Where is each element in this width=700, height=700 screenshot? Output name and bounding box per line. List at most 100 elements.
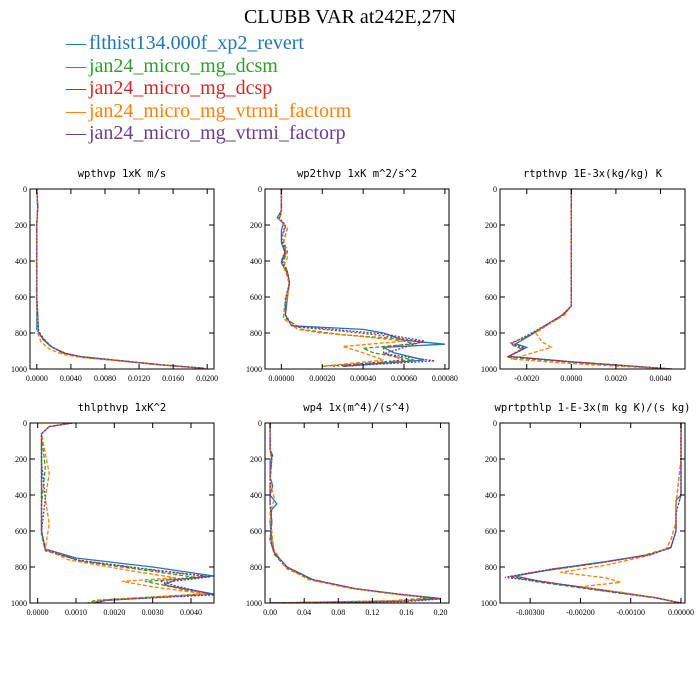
x-tick-label: -0.0020 — [514, 374, 539, 383]
y-tick-label: 200 — [15, 455, 27, 464]
y-tick-label: 0 — [493, 419, 497, 428]
plot-frame — [29, 188, 215, 370]
legend-dash-icon: — — [66, 122, 86, 144]
series-line-2 — [269, 423, 433, 603]
y-tick-label: 400 — [15, 257, 27, 266]
series-line-2 — [278, 189, 415, 367]
series-line-5 — [269, 423, 441, 603]
legend-item-3: — jan24_micro_mg_dcsp — [66, 77, 351, 100]
y-tick-label: 200 — [485, 455, 497, 464]
legend-dash-icon: — — [66, 32, 86, 54]
x-tick-label: 0.0000 — [27, 608, 49, 617]
x-tick-label: 0.00060 — [391, 374, 417, 383]
figure-title: CLUBB VAR at242E,27N — [243, 6, 457, 28]
legend-label: flthist134.000f_xp2_revert — [89, 32, 304, 54]
series-line-4 — [560, 423, 682, 603]
x-tick-label: 0.0000 — [560, 374, 582, 383]
y-tick-label: 200 — [15, 221, 27, 230]
series-line-3 — [36, 189, 204, 369]
legend-label: jan24_micro_mg_vtrmi_factorm — [89, 99, 352, 122]
x-tick-label: 0.20 — [433, 608, 447, 617]
series-line-2 — [504, 189, 672, 369]
legend-item-1: — flthist134.000f_xp2_revert — [66, 32, 351, 55]
x-tick-label: 0.0000 — [26, 374, 48, 383]
plot-frame — [264, 188, 450, 370]
x-tick-label: 0.08 — [331, 608, 345, 617]
plot-frame — [29, 422, 215, 604]
series-line-3 — [506, 189, 672, 369]
panel-title: wpthvp 1xK m/s — [78, 168, 167, 180]
y-tick-label: 200 — [250, 455, 262, 464]
chart-panel-4: thlpthvp 1xK^2 0.0000 0.0010 0.0020 0.0030 0.… — [11, 402, 215, 617]
series-line-5 — [278, 189, 435, 367]
plot-frame — [499, 422, 686, 604]
y-tick-label: 0 — [23, 185, 27, 194]
x-tick-label: 0.0160 — [162, 374, 184, 383]
legend-item-2: — jan24_micro_mg_dcsm — [66, 55, 351, 78]
y-tick-label: 400 — [485, 491, 497, 500]
y-tick-label: 800 — [15, 563, 27, 572]
chart-panel-2: wp2thvp 1xK m^2/s^2 0.00000 0.00020 0.00040… — [246, 168, 458, 383]
x-tick-label: 0.0020 — [103, 608, 125, 617]
y-tick-label: 600 — [15, 293, 27, 302]
x-tick-label: 0.0200 — [196, 374, 218, 383]
panel-title: wp4 1x(m^4)/(s^4) — [303, 402, 410, 414]
chart-panel-3: rtpthvp 1E-3x(kg/kg) K -0.0020 0.0000 0.002… — [481, 168, 686, 383]
y-tick-label: 600 — [15, 527, 27, 536]
y-tick-label: 800 — [485, 563, 497, 572]
series-line-5 — [36, 189, 205, 369]
x-tick-label: 0.00080 — [432, 374, 458, 383]
y-tick-label: 200 — [485, 221, 497, 230]
x-tick-label: 0.00000 — [268, 374, 294, 383]
x-tick-label: 0.0030 — [142, 608, 164, 617]
plot-frame — [264, 422, 450, 604]
y-tick-label: 0 — [258, 419, 262, 428]
y-tick-label: 600 — [485, 527, 497, 536]
legend-label: jan24_micro_mg_dcsp — [89, 77, 273, 99]
series-line-3 — [40, 423, 211, 603]
series-line-5 — [504, 423, 682, 603]
y-tick-label: 800 — [485, 329, 497, 338]
x-tick-label: 0.00000 — [668, 608, 694, 617]
y-tick-label: 400 — [250, 491, 262, 500]
x-tick-label: -0.00100 — [616, 608, 645, 617]
series-line-4 — [36, 189, 203, 369]
y-tick-label: 200 — [250, 221, 262, 230]
series-line-1 — [506, 189, 672, 369]
y-tick-label: 0 — [258, 185, 262, 194]
y-tick-label: 600 — [250, 293, 262, 302]
series-line-5 — [506, 189, 672, 369]
panel-title: rtpthvp 1E-3x(kg/kg) K — [523, 168, 663, 180]
legend-item-4: — jan24_micro_mg_vtrmi_factorm — [66, 100, 351, 123]
x-tick-label: 0.0040 — [60, 374, 82, 383]
y-tick-label: 800 — [15, 329, 27, 338]
panel-title: wprtpthlp 1-E-3x(m kg K)/(s kg) — [495, 402, 691, 414]
x-tick-label: 0.00 — [263, 608, 277, 617]
legend-item-5: — jan24_micro_mg_vtrmi_factorp — [66, 122, 351, 145]
series-line-5 — [40, 423, 214, 603]
legend-dash-icon: — — [66, 99, 86, 122]
y-tick-label: 0 — [493, 185, 497, 194]
x-tick-label: -0.00200 — [566, 608, 595, 617]
series-line-1 — [514, 423, 682, 603]
x-tick-label: 0.0080 — [94, 374, 116, 383]
x-tick-label: 0.04 — [297, 608, 311, 617]
y-tick-label: 1000 — [246, 599, 262, 608]
series-line-3 — [269, 423, 441, 603]
x-tick-label: 0.0040 — [180, 608, 202, 617]
series-line-2 — [36, 189, 206, 369]
y-tick-label: 600 — [250, 527, 262, 536]
y-tick-label: 0 — [23, 419, 27, 428]
series-line-1 — [36, 189, 203, 369]
plot-frame — [499, 188, 686, 370]
x-tick-label: 0.00040 — [350, 374, 376, 383]
x-tick-label: 0.16 — [399, 608, 413, 617]
x-tick-label: 0.0040 — [649, 374, 671, 383]
series-line-1 — [269, 423, 441, 603]
x-tick-label: 0.0120 — [128, 374, 150, 383]
y-tick-label: 1000 — [246, 365, 262, 374]
series-line-4 — [40, 423, 207, 603]
x-tick-label: 0.12 — [365, 608, 379, 617]
y-tick-label: 1000 — [11, 599, 27, 608]
